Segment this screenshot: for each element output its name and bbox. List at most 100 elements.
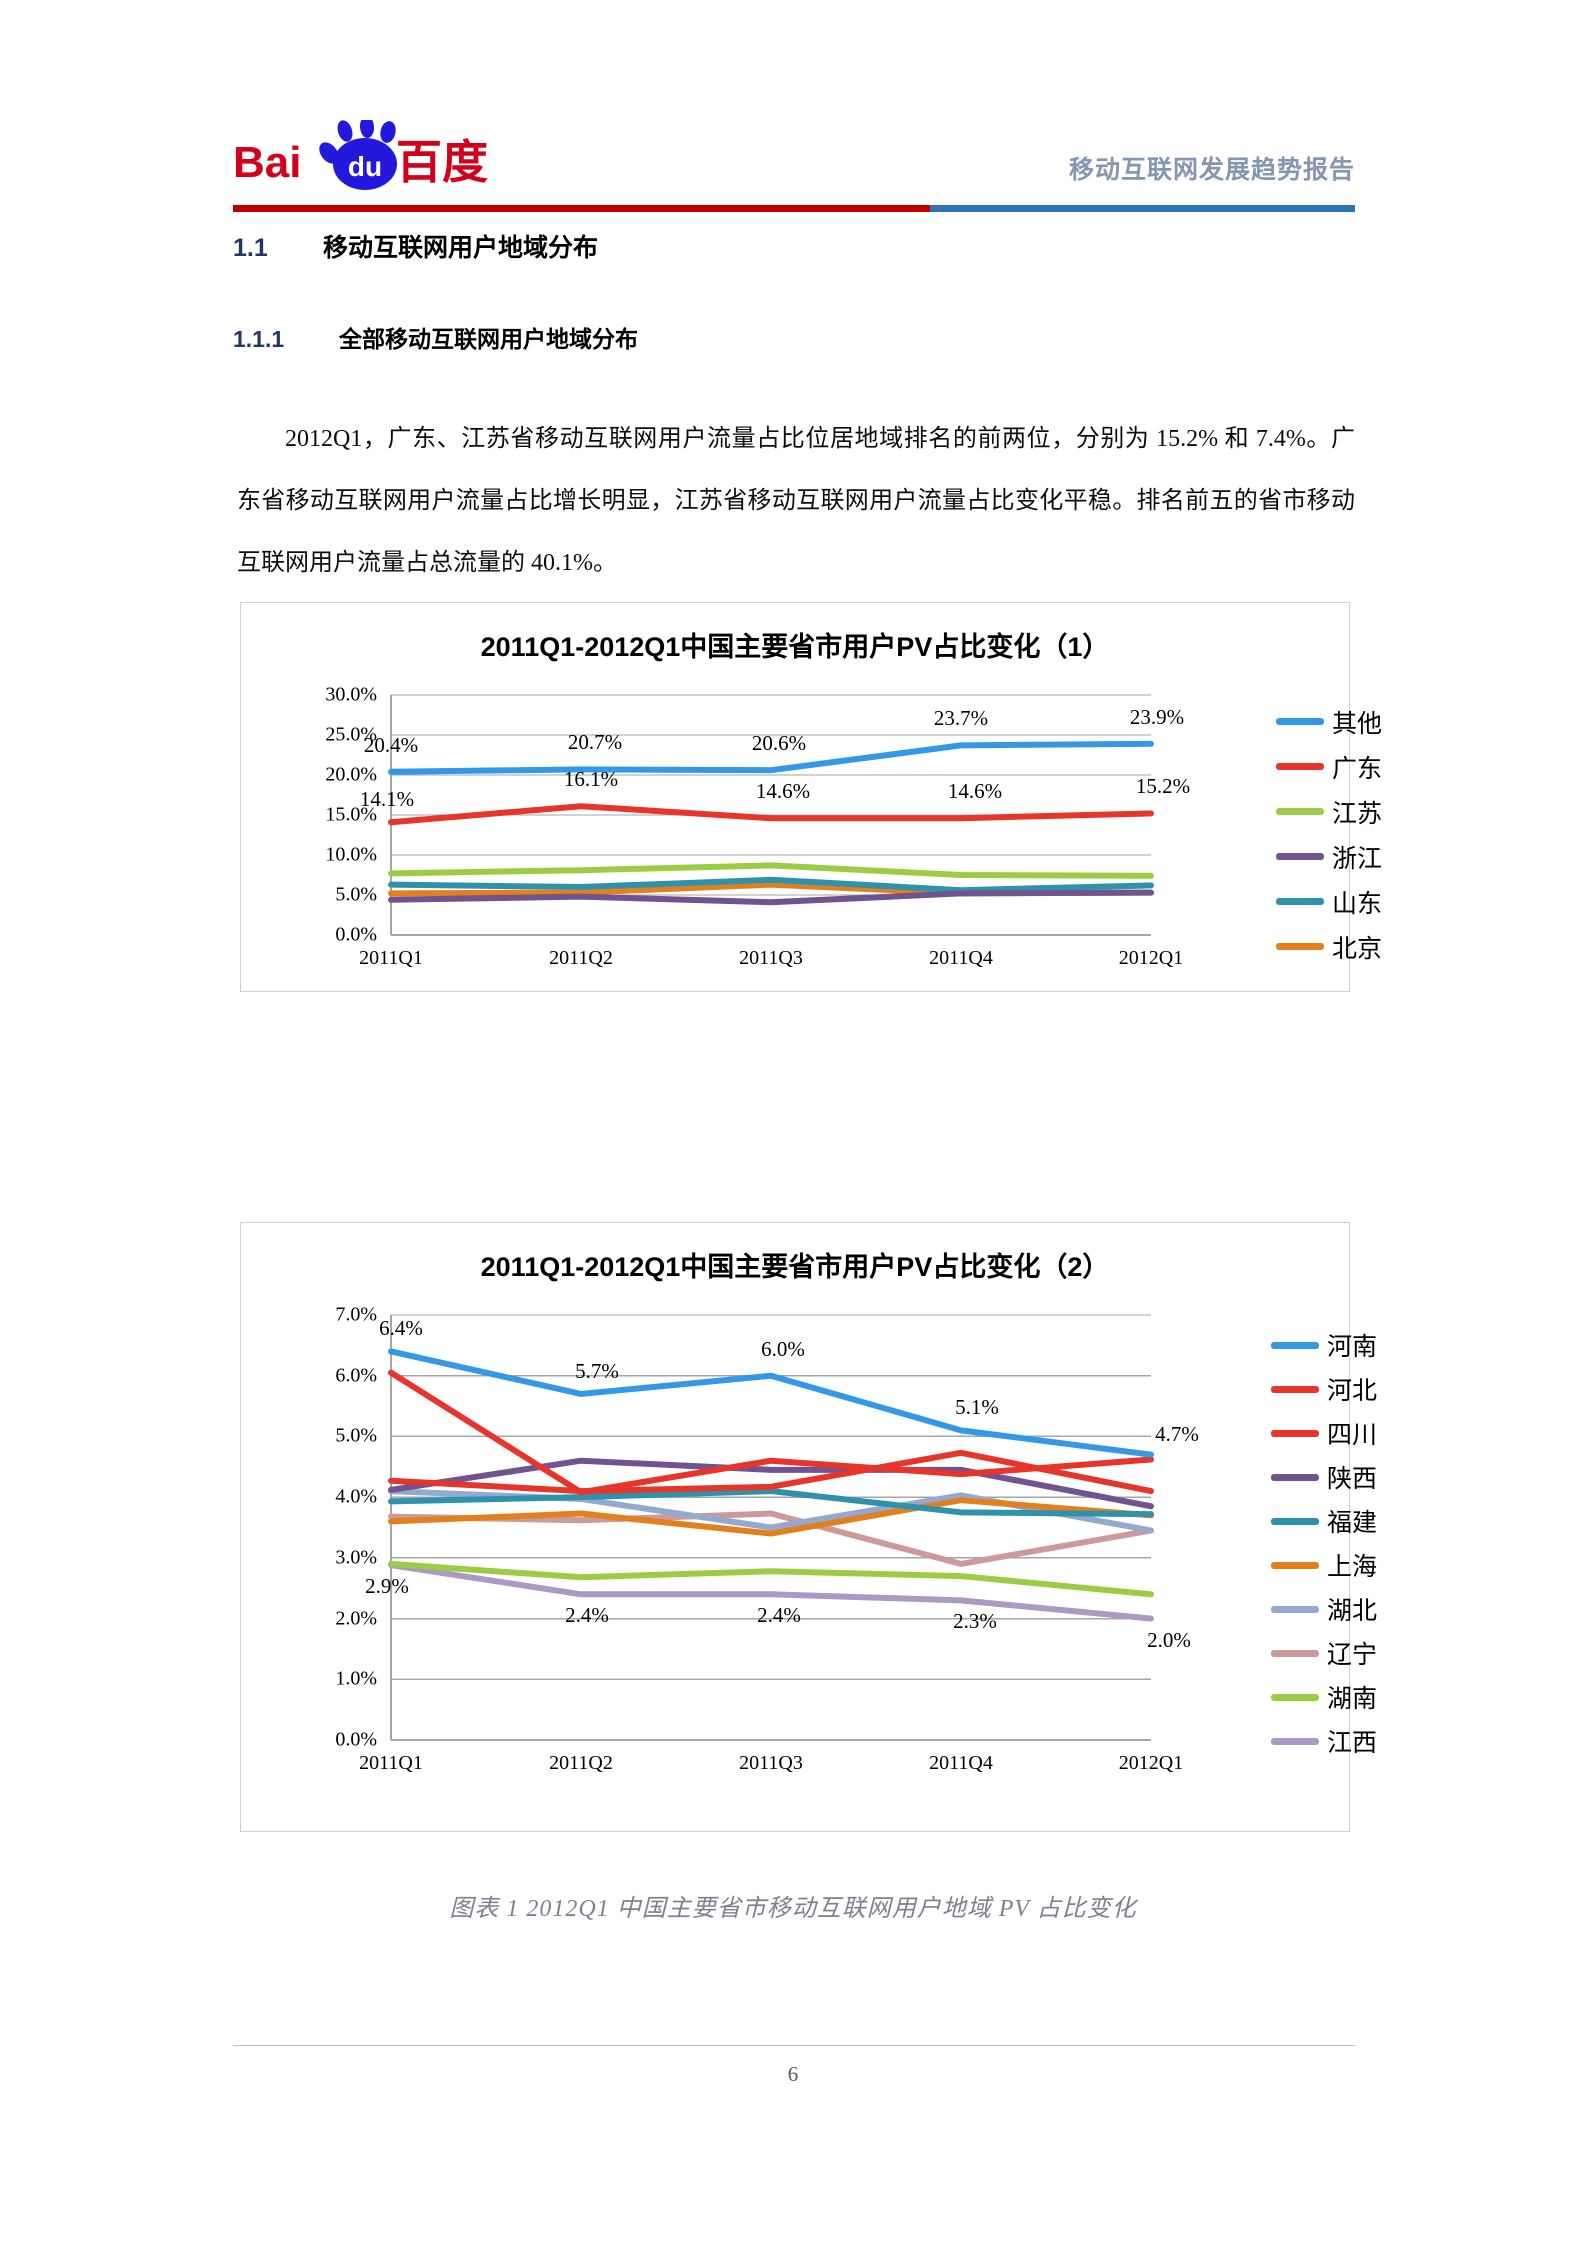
chart-series-line xyxy=(391,806,1151,822)
chart-series-line xyxy=(391,1453,1151,1491)
chart-y-tick-label: 7.0% xyxy=(335,1303,377,1326)
chart-series-line xyxy=(391,893,1151,903)
legend-item[interactable]: 陕西 xyxy=(1271,1455,1377,1499)
chart-data-label: 2.0% xyxy=(1147,1627,1191,1652)
legend-item[interactable]: 辽宁 xyxy=(1271,1631,1377,1675)
legend-color-swatch xyxy=(1276,853,1324,860)
chart-x-tick-label: 2012Q1 xyxy=(1118,1752,1184,1774)
chart-data-label: 14.6% xyxy=(755,779,811,804)
legend-color-swatch xyxy=(1276,808,1324,815)
svg-text:du: du xyxy=(348,151,382,182)
section-title: 移动互联网用户地域分布 xyxy=(323,234,599,262)
section-heading-1-1: 1.1 移动互联网用户地域分布 xyxy=(233,228,598,264)
legend-color-swatch xyxy=(1271,1649,1319,1657)
legend-label: 江苏 xyxy=(1332,800,1383,828)
chart-data-label: 4.7% xyxy=(1155,1421,1199,1446)
chart-data-label: 23.9% xyxy=(1129,704,1185,729)
chart-y-tick-label: 5.0% xyxy=(335,883,377,906)
legend-item[interactable]: 湖北 xyxy=(1271,1587,1377,1631)
legend-color-swatch xyxy=(1276,763,1324,770)
chart-data-label: 6.4% xyxy=(379,1316,423,1341)
legend-color-swatch xyxy=(1271,1473,1319,1481)
legend-color-swatch xyxy=(1276,943,1324,950)
legend-item[interactable]: 四川 xyxy=(1271,1411,1377,1455)
legend-label: 北京 xyxy=(1332,935,1383,963)
legend-item[interactable]: 广东 xyxy=(1276,744,1382,789)
chart-1-plot-area: 0.0% 5.0% 10.0% 15.0% 20.0% 25.0% 30.0% 2011Q1 2… xyxy=(325,684,1190,970)
legend-item[interactable]: 其他 xyxy=(1276,699,1382,744)
figure-caption: 图表 1 2012Q1 中国主要省市移动互联网用户地域 PV 占比变化 xyxy=(449,1896,1137,1922)
chart-x-tick-label: 2012Q1 xyxy=(1118,947,1184,969)
legend-color-swatch xyxy=(1271,1341,1319,1349)
chart-1-legend: 其他广东江苏浙江山东北京 xyxy=(1276,699,1382,969)
legend-color-swatch xyxy=(1276,898,1324,905)
legend-label: 河北 xyxy=(1327,1378,1378,1405)
chart-series-line xyxy=(391,1500,1151,1533)
chart-data-label: 20.4% xyxy=(363,732,419,757)
chart-y-tick-label: 20.0% xyxy=(325,763,377,786)
chart-series-line xyxy=(391,1491,1151,1514)
legend-item[interactable]: 山东 xyxy=(1276,879,1382,924)
chart-x-tick-label: 2011Q3 xyxy=(739,947,803,969)
chart-series-line xyxy=(391,880,1151,890)
chart-y-tick-label: 4.0% xyxy=(335,1485,377,1508)
chart-data-label: 2.4% xyxy=(757,1603,801,1628)
chart-y-tick-label: 6.0% xyxy=(335,1364,377,1387)
legend-label: 浙江 xyxy=(1332,845,1383,873)
legend-item[interactable]: 河北 xyxy=(1271,1367,1377,1411)
chart-x-tick-label: 2011Q4 xyxy=(929,947,993,969)
body-paragraph: 2012Q1，广东、江苏省移动互联网用户流量占比位居地域排名的前两位，分别为 1… xyxy=(237,408,1355,594)
legend-label: 江西 xyxy=(1327,1730,1378,1757)
legend-color-swatch xyxy=(1271,1385,1319,1393)
legend-item[interactable]: 江苏 xyxy=(1276,789,1382,834)
subsection-title: 全部移动互联网用户地域分布 xyxy=(339,326,638,352)
legend-item[interactable]: 浙江 xyxy=(1276,834,1382,879)
chart-y-tick-label: 3.0% xyxy=(335,1546,377,1569)
chart-series-line xyxy=(391,1351,1151,1454)
chart-series-line xyxy=(391,865,1151,875)
legend-color-swatch xyxy=(1271,1693,1319,1701)
chart-series-line xyxy=(391,1565,1151,1618)
legend-item[interactable]: 北京 xyxy=(1276,924,1382,969)
legend-color-swatch xyxy=(1271,1517,1319,1525)
chart-data-label: 23.7% xyxy=(933,706,989,731)
chart-x-tick-label: 2011Q2 xyxy=(549,1752,613,1774)
chart-x-tick-label: 2011Q1 xyxy=(359,1752,423,1774)
chart-y-tick-label: 1.0% xyxy=(335,1667,377,1690)
chart-x-tick-label: 2011Q2 xyxy=(549,947,613,969)
legend-label: 陕西 xyxy=(1327,1466,1378,1493)
chart-data-label: 5.7% xyxy=(575,1358,619,1383)
page-number: 6 xyxy=(787,2062,799,2086)
baidu-logo-icon: du Bai 百度 xyxy=(233,120,493,190)
subsection-number: 1.1.1 xyxy=(233,326,285,352)
chart-data-label: 16.1% xyxy=(563,767,619,792)
chart-1-container: 2011Q1-2012Q1中国主要省市用户PV占比变化（1） 0.0% 5.0% 1… xyxy=(240,602,1382,992)
section-number: 1.1 xyxy=(233,234,268,262)
legend-item[interactable]: 湖南 xyxy=(1271,1675,1377,1719)
chart-data-label: 20.7% xyxy=(567,730,623,755)
legend-label: 山东 xyxy=(1332,890,1383,918)
legend-item[interactable]: 上海 xyxy=(1271,1543,1377,1587)
legend-item[interactable]: 福建 xyxy=(1271,1499,1377,1543)
chart-series-line xyxy=(391,1461,1151,1507)
legend-item[interactable]: 江西 xyxy=(1271,1719,1377,1763)
chart-y-tick-label: 25.0% xyxy=(325,723,377,746)
chart-1-title: 2011Q1-2012Q1中国主要省市用户PV占比变化（1） xyxy=(480,632,1110,662)
chart-y-tick-label: 2.0% xyxy=(335,1607,377,1630)
chart-data-label: 20.6% xyxy=(751,731,807,756)
chart-y-tick-label: 15.0% xyxy=(325,803,377,826)
legend-label: 福建 xyxy=(1327,1510,1378,1537)
chart-y-tick-label: 5.0% xyxy=(335,1424,377,1447)
chart-2-title: 2011Q1-2012Q1中国主要省市用户PV占比变化（2） xyxy=(480,1252,1110,1282)
legend-label: 广东 xyxy=(1332,755,1383,783)
chart-data-label: 5.1% xyxy=(955,1395,999,1420)
chart-y-tick-label: 30.0% xyxy=(325,683,377,706)
chart-series-line xyxy=(391,744,1151,772)
legend-item[interactable]: 河南 xyxy=(1271,1323,1377,1367)
footer-divider-rule xyxy=(233,2045,1355,2046)
chart-series-line xyxy=(391,1564,1151,1594)
chart-data-label: 14.6% xyxy=(947,779,1003,804)
chart-series-line xyxy=(391,1514,1151,1564)
chart-x-tick-label: 2011Q1 xyxy=(359,947,423,969)
header-report-title: 移动互联网发展趋势报告 xyxy=(1068,157,1355,184)
